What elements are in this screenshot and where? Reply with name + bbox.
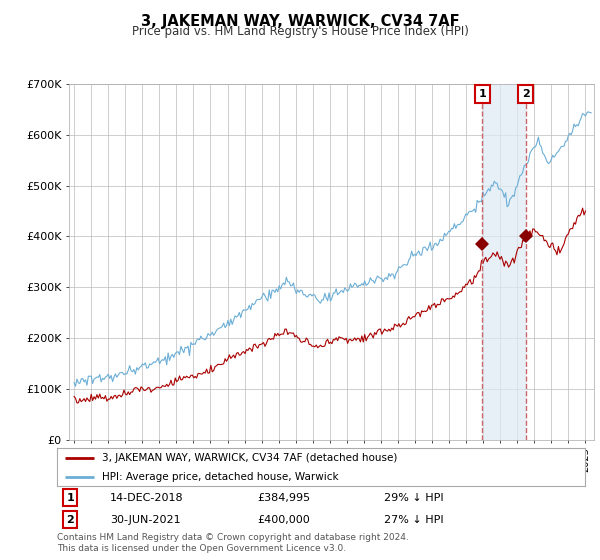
Text: 29% ↓ HPI: 29% ↓ HPI [385, 493, 444, 503]
Text: 2: 2 [67, 515, 74, 525]
Text: 3, JAKEMAN WAY, WARWICK, CV34 7AF: 3, JAKEMAN WAY, WARWICK, CV34 7AF [140, 14, 460, 29]
Text: £384,995: £384,995 [257, 493, 311, 503]
Text: 14-DEC-2018: 14-DEC-2018 [110, 493, 184, 503]
Text: 1: 1 [478, 89, 486, 99]
Text: £400,000: £400,000 [257, 515, 310, 525]
Text: Price paid vs. HM Land Registry's House Price Index (HPI): Price paid vs. HM Land Registry's House … [131, 25, 469, 38]
Text: 3, JAKEMAN WAY, WARWICK, CV34 7AF (detached house): 3, JAKEMAN WAY, WARWICK, CV34 7AF (detac… [102, 452, 397, 463]
Text: 2: 2 [522, 89, 530, 99]
Text: Contains HM Land Registry data © Crown copyright and database right 2024.
This d: Contains HM Land Registry data © Crown c… [57, 533, 409, 553]
Bar [482, 84, 526, 440]
Text: 30-JUN-2021: 30-JUN-2021 [110, 515, 181, 525]
Text: 1: 1 [67, 493, 74, 503]
Text: HPI: Average price, detached house, Warwick: HPI: Average price, detached house, Warw… [102, 472, 338, 482]
Text: 27% ↓ HPI: 27% ↓ HPI [385, 515, 444, 525]
